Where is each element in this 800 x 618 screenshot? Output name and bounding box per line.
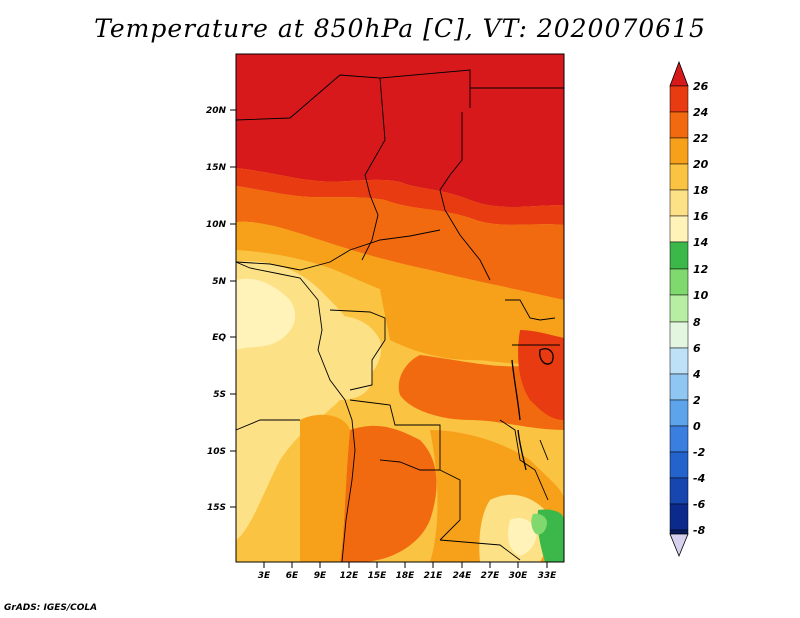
lon-label: 18E <box>396 571 416 581</box>
colorbar-label: 4 <box>692 368 701 381</box>
coastline <box>236 261 356 562</box>
lon-tick: 6E <box>286 562 299 581</box>
colorbar-label: 16 <box>693 210 709 223</box>
lon-axis: 3E 6E 9E 12E 15E 18E 21E 24E 27E 30E 33E <box>258 562 557 581</box>
lat-tick: 10N <box>206 220 236 230</box>
colorbar-label: -8 <box>693 524 706 537</box>
lat-tick: 5S <box>213 390 236 400</box>
lat-label: 5S <box>213 390 226 400</box>
field-band-14-west <box>236 278 296 350</box>
colorbar-label: 24 <box>693 106 708 119</box>
lat-label: 5N <box>212 277 226 287</box>
colorbar-label: 6 <box>693 342 701 355</box>
field-band-16-gabon <box>318 316 382 385</box>
colorbar-bin <box>669 268 689 296</box>
lat-label: 10S <box>207 447 226 457</box>
colorbar-label: 14 <box>693 236 708 249</box>
lon-tick: 18E <box>396 562 416 581</box>
country-borders <box>236 69 564 561</box>
field-band-20-south <box>300 414 350 562</box>
lat-tick: 5N <box>212 277 236 287</box>
colorbar-label: 22 <box>693 132 709 145</box>
lon-tick: 15E <box>368 562 388 581</box>
colorbar-bin <box>669 399 689 427</box>
lon-tick: 24E <box>453 562 473 581</box>
colorbar-label: 26 <box>693 80 709 93</box>
lat-tick: EQ <box>212 333 236 343</box>
colorbar-bin <box>669 347 689 375</box>
colorbar-label: -2 <box>693 446 706 459</box>
colorbar-bin <box>669 425 689 453</box>
colorbar-bin <box>669 241 689 270</box>
colorbar-label: 18 <box>693 184 709 197</box>
lon-tick: 21E <box>424 562 444 581</box>
lat-label: EQ <box>212 333 226 343</box>
lon-label: 24E <box>453 571 473 581</box>
lon-tick: 30E <box>509 562 529 581</box>
lat-tick: 15S <box>207 503 236 513</box>
colorbar-bin <box>669 189 689 217</box>
field-band-14-southeast <box>508 518 537 556</box>
field-band-22 <box>236 186 564 300</box>
temperature-field <box>236 54 564 562</box>
lon-label: 33E <box>538 571 558 581</box>
lon-tick: 3E <box>258 562 271 581</box>
field-band-10-malawi <box>531 513 547 535</box>
colorbar-label: 20 <box>693 158 709 171</box>
colorbar-cap-bottom <box>669 533 689 558</box>
lat-axis: 20N 15N 10N 5N EQ 5S 10S 15S <box>206 106 236 513</box>
colorbar-label: 2 <box>693 394 701 407</box>
lon-tick: 27E <box>481 562 501 581</box>
grads-credit: GrADS: IGES/COLA <box>4 603 98 613</box>
colorbar-bin <box>669 451 689 479</box>
lat-label: 20N <box>206 106 227 116</box>
map-title: Temperature at 850hPa [C], VT: 202007061… <box>94 14 706 43</box>
lat-label: 10N <box>206 220 227 230</box>
field-band-22-angola <box>340 425 437 562</box>
colorbar-label: 8 <box>693 316 701 329</box>
field-band-26 <box>236 54 564 208</box>
lat-label: 15N <box>206 163 227 173</box>
colorbar-bin <box>669 373 689 401</box>
lon-tick: 9E <box>314 562 327 581</box>
lon-tick: 12E <box>340 562 360 581</box>
colorbar-label: 10 <box>693 289 709 302</box>
colorbar-bin <box>669 215 689 243</box>
lon-label: 21E <box>424 571 444 581</box>
colorbar-bin <box>669 477 689 505</box>
colorbar-bin <box>669 321 689 349</box>
colorbar-bin <box>669 163 689 191</box>
lat-label: 15S <box>207 503 226 513</box>
colorbar-label: 12 <box>693 263 709 276</box>
lat-tick: 20N <box>206 106 236 116</box>
colorbar-labels: 26 24 22 20 18 16 14 12 10 8 6 4 2 0 -2 … <box>692 80 709 537</box>
colorbar-label: 0 <box>693 420 701 433</box>
lat-tick: 10S <box>207 447 236 457</box>
lat-tick: 15N <box>206 163 236 173</box>
lakes <box>511 348 554 471</box>
colorbar-bin <box>669 294 689 323</box>
colorbar: 26 24 22 20 18 16 14 12 10 8 6 4 2 0 -2 … <box>669 60 709 558</box>
colorbar-bin <box>669 503 689 531</box>
lon-tick: 33E <box>538 562 558 581</box>
map-frame <box>235 53 565 563</box>
colorbar-bin <box>669 111 689 139</box>
lon-label: 9E <box>314 571 327 581</box>
colorbar-cap-top <box>669 60 689 87</box>
lon-label: 12E <box>340 571 360 581</box>
colorbar-bin <box>669 529 689 535</box>
lon-label: 30E <box>509 571 529 581</box>
lon-label: 3E <box>258 571 271 581</box>
colorbar-label: -4 <box>693 472 705 485</box>
colorbar-bin <box>669 85 689 113</box>
lon-label: 27E <box>481 571 501 581</box>
lon-label: 6E <box>286 571 299 581</box>
field-band-24 <box>236 168 564 225</box>
colorbar-bin <box>669 137 689 165</box>
lon-label: 15E <box>368 571 388 581</box>
colorbar-label: -6 <box>693 498 706 511</box>
